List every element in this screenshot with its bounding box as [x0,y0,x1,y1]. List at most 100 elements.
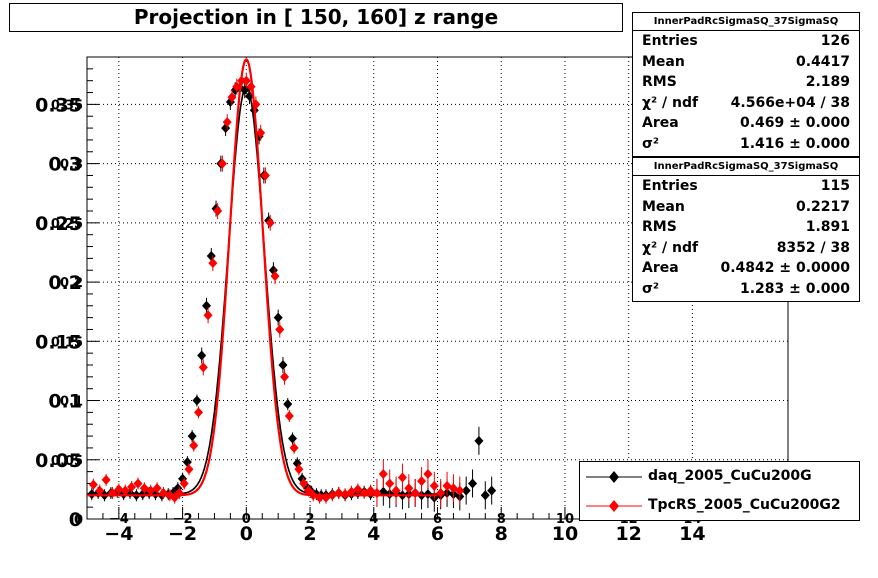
x-tick-label-small: 4 [369,512,378,527]
y-tick-label: 0.15 [35,331,82,353]
data-point [468,478,478,489]
y-tick-label-small: 0.1 [60,395,83,410]
data-point [246,81,256,92]
data-point [372,487,382,498]
data-point [95,485,105,496]
stats-box-tpcrs: InnerPadRcSigmaSQ_37SigmaSQ Entries 115 M… [632,157,860,302]
data-point [241,75,251,86]
data-point [120,485,130,496]
data-point [208,258,218,269]
stats-row-sigma2: σ² 1.416 ± 0.000 [633,134,859,155]
data-point [436,487,446,498]
data-point [283,399,293,410]
stats-box-title: InnerPadRcSigmaSQ_37SigmaSQ [633,13,859,31]
stats-row-mean: Mean 0.2217 [633,197,859,218]
data-point [278,360,288,370]
data-point [289,442,299,453]
data-point [474,435,484,446]
x-tick-label: 4 [367,523,380,545]
legend-marker-black [586,471,642,483]
stats-value: 115 [820,178,850,194]
stats-key: Entries [642,33,698,49]
data-point [429,480,439,491]
stats-key: RMS [642,219,677,235]
data-point [270,271,280,282]
y-tick-label-small: 0.15 [51,335,83,350]
data-point [240,85,250,96]
stats-value: 1.283 ± 0.000 [739,280,850,297]
stats-row-entries: Entries 126 [633,31,859,52]
stats-key: Area [642,260,679,276]
data-point [273,312,283,323]
legend-entry-daq: daq_2005_CuCu200G [580,463,859,491]
data-point [213,206,223,216]
data-point [184,464,194,475]
data-point [294,464,304,475]
legend-label: TpcRS_2005_CuCu200G2 [648,497,841,513]
stats-value: 0.2217 [795,198,850,215]
y-tick-label: 0.1 [48,391,82,413]
y-tick-label-small: 0.25 [51,217,83,232]
data-point [417,476,427,487]
y-tick-label: 0.05 [35,450,82,472]
stats-box-daq: InnerPadRcSigmaSQ_37SigmaSQ Entries 126 M… [632,12,860,157]
data-point [404,483,414,494]
data-point [353,484,363,495]
y-tick-label-small: 0.05 [51,454,83,469]
data-point [334,487,344,498]
stats-row-entries: Entries 115 [633,176,859,197]
data-point [397,472,407,483]
data-point [88,479,98,490]
data-point [275,324,285,335]
x-tick-label-small: 2 [306,512,315,527]
stats-key: σ² [642,280,660,297]
stats-value: 126 [820,33,850,49]
stats-row-rms: RMS 1.891 [633,217,859,238]
stats-key: RMS [642,74,677,90]
y-tick-label-small: 0.3 [60,158,83,173]
y-tick-label-small: 0.2 [60,276,83,291]
data-point [245,91,255,102]
x-tick-label: 10 [552,523,578,545]
data-point [265,217,275,228]
y-tick-label-small: 0 [74,513,83,528]
stats-key: σ² [642,135,660,152]
data-point [174,487,184,498]
data-point [189,440,199,451]
data-point [237,75,247,86]
stats-row-mean: Mean 0.4417 [633,52,859,73]
stats-row-rms: RMS 2.189 [633,72,859,93]
data-point [114,484,124,495]
stats-value: 0.4417 [795,53,850,70]
data-point [197,350,207,361]
data-point [107,487,117,498]
x-tick-label: −4 [104,523,133,545]
data-point [260,170,270,181]
stats-value: 1.891 [805,219,850,235]
legend: daq_2005_CuCu200G TpcRS_2005_CuCu200G2 [579,461,860,521]
stats-key: Mean [642,53,685,70]
data-point [87,489,97,500]
stats-value: 1.416 ± 0.000 [739,135,850,152]
x-tick-label-small: −4 [109,512,129,527]
data-point [256,127,266,138]
stats-value: 2.189 [805,74,850,90]
x-tick-label-small: 6 [433,512,442,527]
stats-value: 0.469 ± 0.000 [739,115,850,131]
data-point [423,489,433,500]
y-tick-label-small: 0.35 [51,98,83,113]
data-point [182,457,192,468]
stats-row-area: Area 0.4842 ± 0.0000 [633,258,859,279]
data-point [385,478,395,489]
x-tick-label-small: 0 [242,512,251,527]
data-point [480,490,490,501]
data-point [152,483,162,494]
stats-value: 0.4842 ± 0.0000 [720,260,850,276]
data-point [232,81,242,92]
y-tick-label: 0.2 [48,272,82,294]
chart-title: Projection in [ 150, 160] z range [9,3,623,32]
stats-value: 8352 / 38 [776,239,850,256]
x-tick-label: 12 [615,523,641,545]
data-point [455,485,465,496]
data-point [280,371,290,382]
